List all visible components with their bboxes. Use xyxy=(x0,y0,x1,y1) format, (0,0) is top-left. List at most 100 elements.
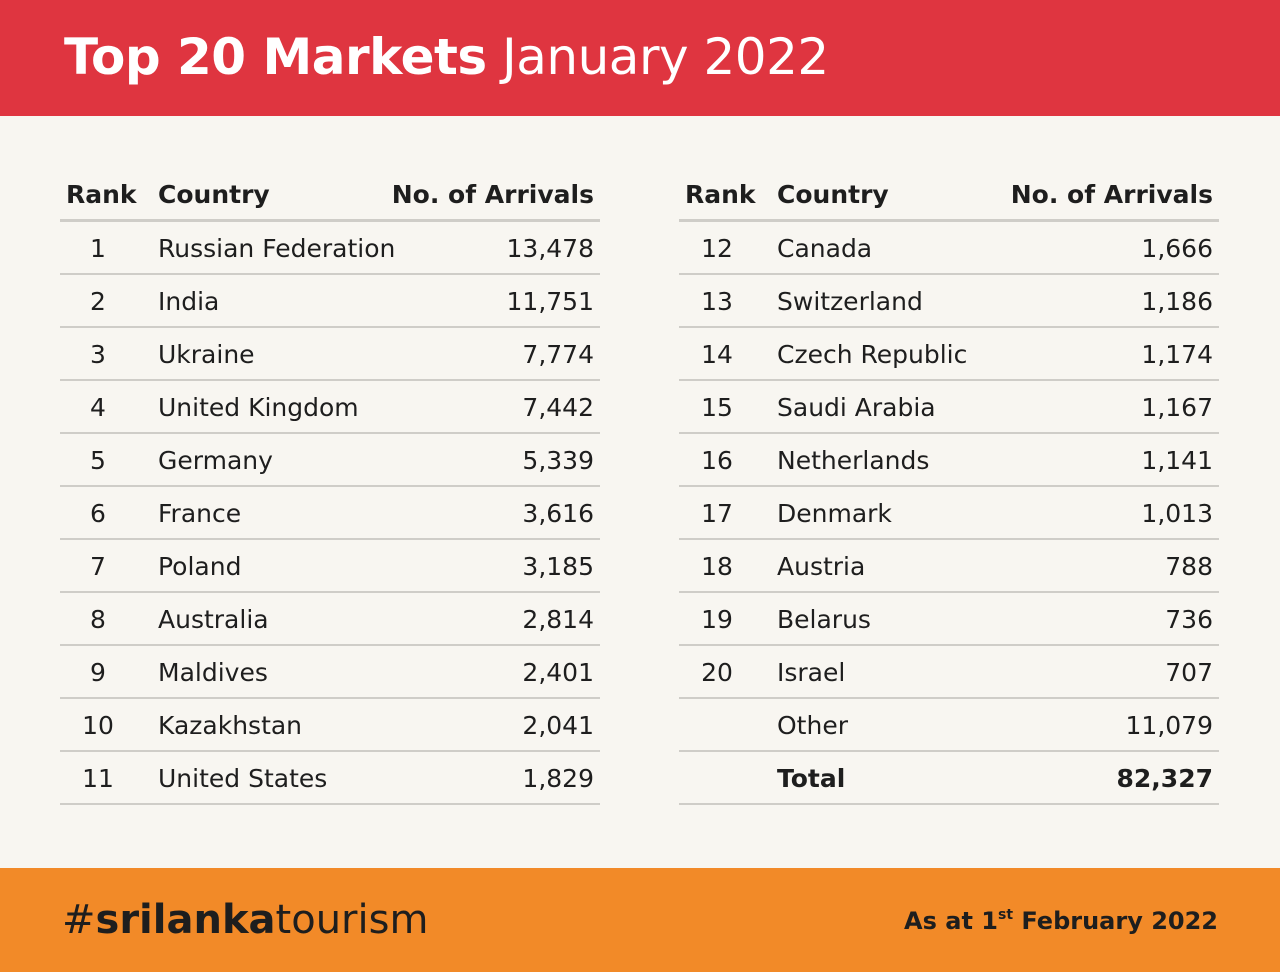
hashtag-bold: srilanka xyxy=(95,897,276,943)
country-cell: Austria xyxy=(777,552,866,581)
rank-cell: 16 xyxy=(701,446,733,475)
arrivals-cell: 1,829 xyxy=(522,764,594,793)
arrivals-cell: 2,814 xyxy=(522,605,594,634)
rank-cell: 13 xyxy=(701,287,733,316)
hashtag-label: #srilankatourism xyxy=(62,892,428,948)
country-cell: Netherlands xyxy=(777,446,930,475)
country-cell: Other xyxy=(777,711,848,740)
col-rank-header: Rank xyxy=(66,180,137,209)
table-row: 14 Czech Republic 1,174 xyxy=(679,328,1219,381)
country-cell: Poland xyxy=(158,552,242,581)
table-row: 17 Denmark 1,013 xyxy=(679,487,1219,540)
rank-cell: 19 xyxy=(701,605,733,634)
country-cell: Maldives xyxy=(158,658,268,687)
as-at-prefix: As at 1 xyxy=(904,907,998,935)
table-row: 18 Austria 788 xyxy=(679,540,1219,593)
rank-cell: 9 xyxy=(90,658,106,687)
rank-cell: 1 xyxy=(90,234,106,263)
rank-cell: 10 xyxy=(82,711,114,740)
rank-cell: 20 xyxy=(701,658,733,687)
table-row: 11 United States 1,829 xyxy=(60,752,600,805)
as-at-date: As at 1st February 2022 xyxy=(904,904,1218,938)
table-row: 10 Kazakhstan 2,041 xyxy=(60,699,600,752)
arrivals-cell: 1,167 xyxy=(1141,393,1213,422)
rank-cell: 15 xyxy=(701,393,733,422)
rankings-table-left: Rank Country No. of Arrivals 1 Russian Fe… xyxy=(60,168,600,805)
table-header: Rank Country No. of Arrivals xyxy=(679,168,1219,222)
table-row-total: Total 82,327 xyxy=(679,752,1219,805)
arrivals-cell: 11,079 xyxy=(1125,711,1213,740)
col-rank-header: Rank xyxy=(685,180,756,209)
footer-banner: #srilankatourism As at 1st February 2022 xyxy=(0,868,1280,972)
arrivals-cell: 2,041 xyxy=(522,711,594,740)
as-at-superscript: st xyxy=(997,907,1014,923)
table-row-other: Other 11,079 xyxy=(679,699,1219,752)
arrivals-cell: 2,401 xyxy=(522,658,594,687)
arrivals-cell: 13,478 xyxy=(506,234,594,263)
col-arrivals-header: No. of Arrivals xyxy=(391,180,594,209)
country-cell: France xyxy=(158,499,242,528)
arrivals-cell: 5,339 xyxy=(522,446,594,475)
arrivals-cell: 3,185 xyxy=(522,552,594,581)
country-cell: Canada xyxy=(777,234,873,263)
rank-cell: 7 xyxy=(90,552,106,581)
arrivals-cell: 1,013 xyxy=(1141,499,1213,528)
table-row: 16 Netherlands 1,141 xyxy=(679,434,1219,487)
rank-cell: 17 xyxy=(701,499,733,528)
rank-cell: 2 xyxy=(90,287,106,316)
table-row: 7 Poland 3,185 xyxy=(60,540,600,593)
total-value: 82,327 xyxy=(1116,764,1213,793)
table-row: 2 India 11,751 xyxy=(60,275,600,328)
country-cell: Belarus xyxy=(777,605,871,634)
country-cell: Israel xyxy=(777,658,846,687)
table-row: 12 Canada 1,666 xyxy=(679,222,1219,275)
rankings-table-right: Rank Country No. of Arrivals 12 Canada 1,6… xyxy=(679,168,1219,805)
arrivals-cell: 3,616 xyxy=(522,499,594,528)
table-row: 1 Russian Federation 13,478 xyxy=(60,222,600,275)
rank-cell: 4 xyxy=(90,393,106,422)
arrivals-cell: 7,442 xyxy=(522,393,594,422)
country-cell: Australia xyxy=(158,605,269,634)
table-header: Rank Country No. of Arrivals xyxy=(60,168,600,222)
rank-cell: 8 xyxy=(90,605,106,634)
arrivals-cell: 1,174 xyxy=(1141,340,1213,369)
table-row: 8 Australia 2,814 xyxy=(60,593,600,646)
rank-cell: 3 xyxy=(90,340,106,369)
rank-cell: 14 xyxy=(701,340,733,369)
table-row: 4 United Kingdom 7,442 xyxy=(60,381,600,434)
arrivals-cell: 7,774 xyxy=(522,340,594,369)
arrivals-cell: 1,186 xyxy=(1141,287,1213,316)
table-row: 9 Maldives 2,401 xyxy=(60,646,600,699)
country-cell: Russian Federation xyxy=(158,234,396,263)
table-row: 5 Germany 5,339 xyxy=(60,434,600,487)
rank-cell: 6 xyxy=(90,499,106,528)
page-title: Top 20 Markets January 2022 xyxy=(64,22,829,92)
country-cell: Saudi Arabia xyxy=(777,393,936,422)
as-at-suffix: February 2022 xyxy=(1013,907,1218,935)
arrivals-cell: 707 xyxy=(1165,658,1213,687)
hashtag-light: tourism xyxy=(275,897,429,943)
arrivals-cell: 1,141 xyxy=(1141,446,1213,475)
table-row: 19 Belarus 736 xyxy=(679,593,1219,646)
country-cell: Ukraine xyxy=(158,340,255,369)
arrivals-cell: 736 xyxy=(1165,605,1213,634)
country-cell: Kazakhstan xyxy=(158,711,303,740)
title-light: January 2022 xyxy=(502,28,829,86)
rank-cell: 5 xyxy=(90,446,106,475)
rank-cell: 11 xyxy=(82,764,114,793)
col-country-header: Country xyxy=(777,180,889,209)
col-arrivals-header: No. of Arrivals xyxy=(1010,180,1213,209)
country-cell: Denmark xyxy=(777,499,892,528)
table-row: 15 Saudi Arabia 1,167 xyxy=(679,381,1219,434)
arrivals-cell: 788 xyxy=(1165,552,1213,581)
header-banner: Top 20 Markets January 2022 xyxy=(0,0,1280,116)
arrivals-cell: 1,666 xyxy=(1141,234,1213,263)
rank-cell: 12 xyxy=(701,234,733,263)
country-cell: Czech Republic xyxy=(777,340,968,369)
hashtag-prefix: # xyxy=(62,897,96,943)
country-cell: United States xyxy=(158,764,328,793)
country-cell: Germany xyxy=(158,446,273,475)
arrivals-cell: 11,751 xyxy=(506,287,594,316)
table-row: 20 Israel 707 xyxy=(679,646,1219,699)
rank-cell: 18 xyxy=(701,552,733,581)
